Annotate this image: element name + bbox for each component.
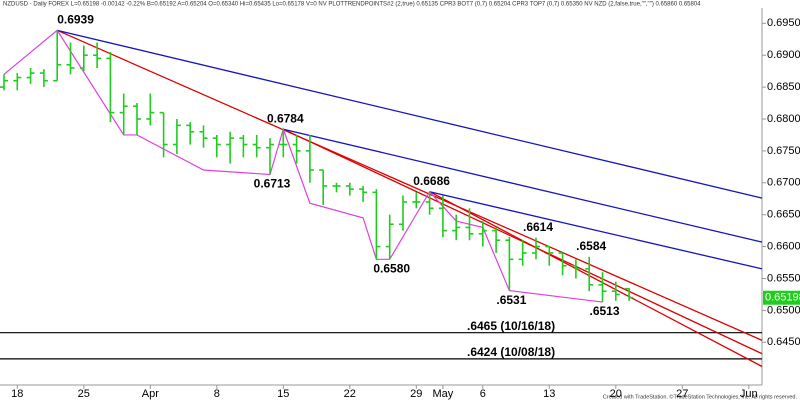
pivot-label: .6584 — [576, 239, 606, 253]
x-tick-label: 6 — [480, 388, 486, 400]
trend-line — [429, 191, 763, 270]
x-tick-label: 29 — [410, 388, 422, 400]
pivot-label: 0.6713 — [254, 177, 291, 191]
x-tick-label: 22 — [344, 388, 356, 400]
x-tick-label: Apr — [142, 388, 159, 400]
x-tick-label: 13 — [543, 388, 555, 400]
trend-line — [56, 29, 763, 341]
pivot-label: 0.6939 — [57, 12, 94, 26]
pivot-label: .6513 — [589, 304, 619, 318]
footer: Created with TradeStation. ©TradeStation… — [603, 393, 798, 400]
x-tick-label: 25 — [78, 388, 90, 400]
x-tick-label: 15 — [277, 388, 289, 400]
x-tick-label: Jun — [740, 388, 758, 400]
trend-line — [57, 29, 763, 199]
last-price-label: 0.65198 — [765, 292, 800, 304]
trend-line — [429, 191, 763, 368]
last-price-box — [763, 290, 800, 305]
x-tick-label: 20 — [610, 388, 622, 400]
pivot-label: .6531 — [496, 293, 526, 307]
x-tick-label: 8 — [214, 388, 220, 400]
pivot-label: 0.6686 — [413, 174, 450, 188]
level-label: .6424 (10/08/18) — [467, 345, 555, 359]
x-tick-label: 18 — [11, 388, 23, 400]
level-label: .6465 (10/16/18) — [467, 319, 555, 333]
trend-line — [283, 128, 763, 243]
pivot-label: .6614 — [523, 220, 553, 234]
header: NZDUSD - Daily FOREX L=0.65198 -0.00142 … — [3, 2, 701, 8]
x-tick-label: May — [433, 388, 454, 400]
x-tick-label: 27 — [676, 388, 688, 400]
y-tick-label: 0.64500 — [767, 336, 800, 348]
pivot-label: 0.6580 — [373, 262, 410, 276]
pivot-label: 0.6784 — [267, 111, 304, 125]
